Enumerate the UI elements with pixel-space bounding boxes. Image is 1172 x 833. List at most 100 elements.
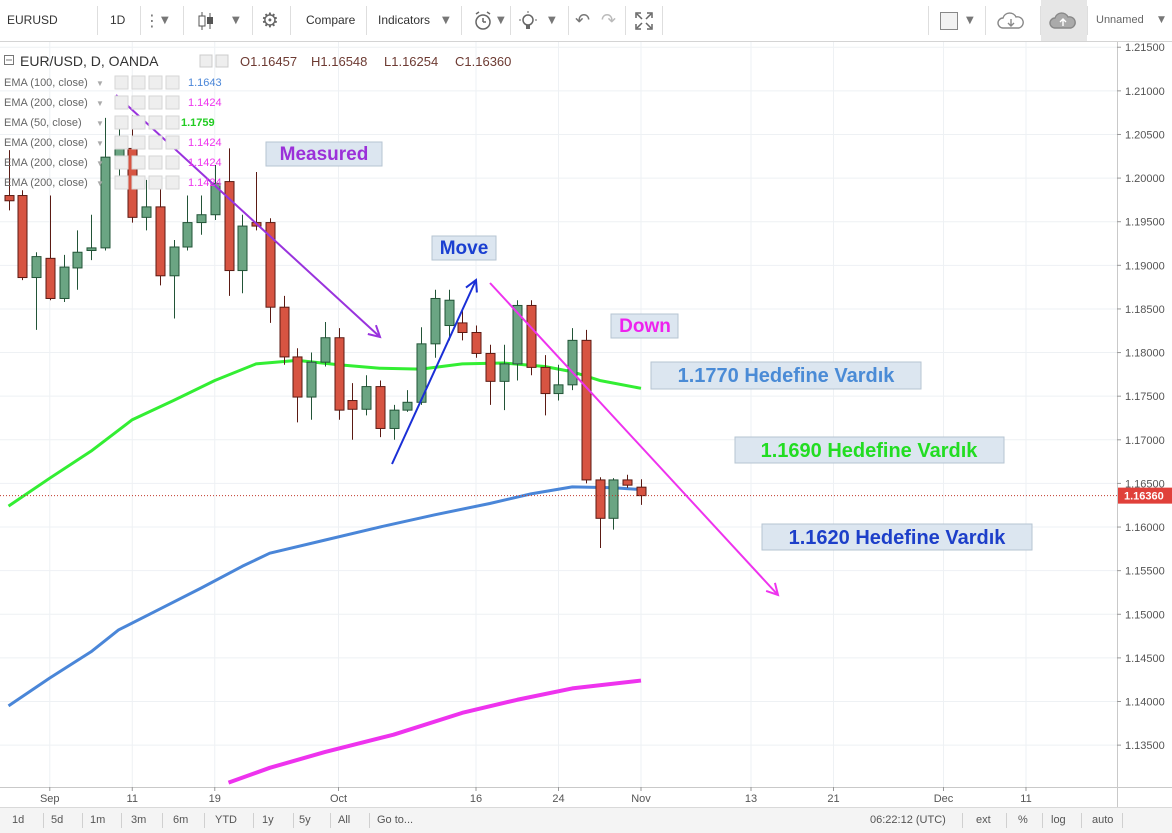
candle-body <box>444 299 455 327</box>
dropdown-icon[interactable]: ▼ <box>497 15 505 26</box>
ohlc-value: C1.16360 <box>455 54 511 69</box>
ohlc-value: L1.16254 <box>384 54 438 69</box>
layout-icon[interactable] <box>940 12 958 30</box>
indicator-icon[interactable] <box>114 75 129 90</box>
indicator-icon[interactable] <box>148 115 163 130</box>
indicator-icon[interactable] <box>114 175 129 190</box>
indicator-icon[interactable] <box>148 75 163 90</box>
dropdown-icon[interactable]: ▼ <box>232 15 240 26</box>
dropdown-icon[interactable]: ▼ <box>1158 15 1165 25</box>
goto-button[interactable]: Go to... <box>377 814 414 826</box>
candle-body <box>141 206 152 218</box>
dropdown-icon[interactable]: ▼ <box>548 15 556 26</box>
indicator-icon[interactable] <box>165 95 180 110</box>
fullscreen-icon[interactable] <box>634 11 654 31</box>
indicator-icon[interactable] <box>148 175 163 190</box>
dropdown-icon[interactable]: ▼ <box>966 15 974 26</box>
separator <box>625 6 626 35</box>
candle-body <box>567 339 578 386</box>
indicator-name: EMA (100, close) <box>4 77 88 89</box>
range-button[interactable]: 3m <box>131 814 147 826</box>
candle-body <box>636 486 647 497</box>
annotation: Down <box>619 316 671 337</box>
separator <box>1087 6 1088 35</box>
candle-body <box>608 479 619 519</box>
compare-button[interactable]: Compare <box>306 13 356 27</box>
bulb-icon[interactable] <box>517 10 539 32</box>
candle-body <box>196 214 207 224</box>
indicator-icon[interactable] <box>131 175 146 190</box>
option-button[interactable]: ext <box>976 814 991 826</box>
range-button[interactable]: All <box>338 814 351 826</box>
legend-icon[interactable] <box>199 54 213 68</box>
indicator-icon[interactable] <box>165 155 180 170</box>
settings-icon[interactable]: ⚙ <box>261 8 279 32</box>
interval[interactable]: 1D <box>110 13 126 27</box>
indicator-icon[interactable] <box>131 115 146 130</box>
indicator-icon[interactable] <box>148 135 163 150</box>
indicators-button[interactable]: Indicators <box>378 13 431 27</box>
legend-title: EUR/USD, D, OANDA <box>20 53 159 69</box>
indicator-icon[interactable] <box>131 135 146 150</box>
candle-body <box>72 251 83 269</box>
redo-icon[interactable]: ↷ <box>601 10 617 31</box>
range-button[interactable]: YTD <box>215 814 237 826</box>
alert-icon[interactable] <box>473 10 495 32</box>
indicator-icon[interactable] <box>148 155 163 170</box>
indicator-name: EMA (50, close) <box>4 117 82 129</box>
indicator-icon[interactable] <box>165 135 180 150</box>
x-tick-label: 13 <box>745 793 757 805</box>
annotation-box <box>650 361 922 390</box>
candle-body <box>100 156 111 249</box>
indicator-icon[interactable] <box>114 155 129 170</box>
separator <box>43 813 44 828</box>
range-button[interactable]: 6m <box>173 814 189 826</box>
separator <box>204 813 205 828</box>
indicator-icon[interactable] <box>131 95 146 110</box>
cloud-load-icon[interactable] <box>996 10 1026 32</box>
undo-icon[interactable]: ↶ <box>575 10 591 31</box>
candle-icon[interactable] <box>196 11 216 31</box>
range-button[interactable]: 1m <box>90 814 106 826</box>
indicator-icon[interactable] <box>114 135 129 150</box>
dropdown-icon[interactable]: ▼ <box>442 15 450 26</box>
indicator-icon[interactable] <box>114 95 129 110</box>
candle-body <box>86 247 97 251</box>
indicator-icon[interactable] <box>148 95 163 110</box>
trend-arrow <box>489 282 778 595</box>
last-price-tag <box>1118 487 1172 504</box>
candle-body <box>306 361 317 398</box>
option-button[interactable]: log <box>1051 814 1066 826</box>
indicator-value: 1.1424 <box>188 157 222 169</box>
indicator-icon[interactable] <box>131 75 146 90</box>
range-button[interactable]: 5y <box>299 814 311 826</box>
option-button[interactable]: % <box>1018 814 1028 826</box>
indicator-icon[interactable] <box>165 115 180 130</box>
dropdown-icon: ▼ <box>96 119 104 128</box>
range-button[interactable]: 1d <box>12 814 25 826</box>
legend-icon[interactable] <box>215 54 229 68</box>
indicator-value: 1.1424 <box>188 97 222 109</box>
indicator-icon[interactable] <box>165 175 180 190</box>
indicator-name: EMA (200, close) <box>4 157 88 169</box>
y-tick-label: 1.17000 <box>1125 435 1165 447</box>
indicator-icon[interactable] <box>165 75 180 90</box>
y-tick-label: 1.14000 <box>1125 697 1165 709</box>
candle-body <box>45 257 56 299</box>
symbol[interactable]: EURUSD <box>7 13 58 27</box>
candle-body <box>499 363 510 382</box>
cloud-save-icon[interactable] <box>1048 10 1078 32</box>
option-button[interactable]: auto <box>1092 814 1114 826</box>
dropdown-icon[interactable]: ▼ <box>161 15 169 26</box>
indicator-icon[interactable] <box>114 115 129 130</box>
more-icon[interactable]: ⋮ <box>144 11 160 30</box>
range-button[interactable]: 5d <box>51 814 64 826</box>
y-tick-label: 1.17500 <box>1125 391 1165 403</box>
ohlc-value: O1.16457 <box>240 54 297 69</box>
range-button[interactable]: 1y <box>262 814 274 826</box>
dropdown-icon: ▼ <box>96 139 104 148</box>
indicator-icon[interactable] <box>131 155 146 170</box>
layout-name[interactable]: Unnamed <box>1096 14 1144 26</box>
candle-body <box>224 181 235 272</box>
x-tick-label: 11 <box>1020 793 1031 805</box>
